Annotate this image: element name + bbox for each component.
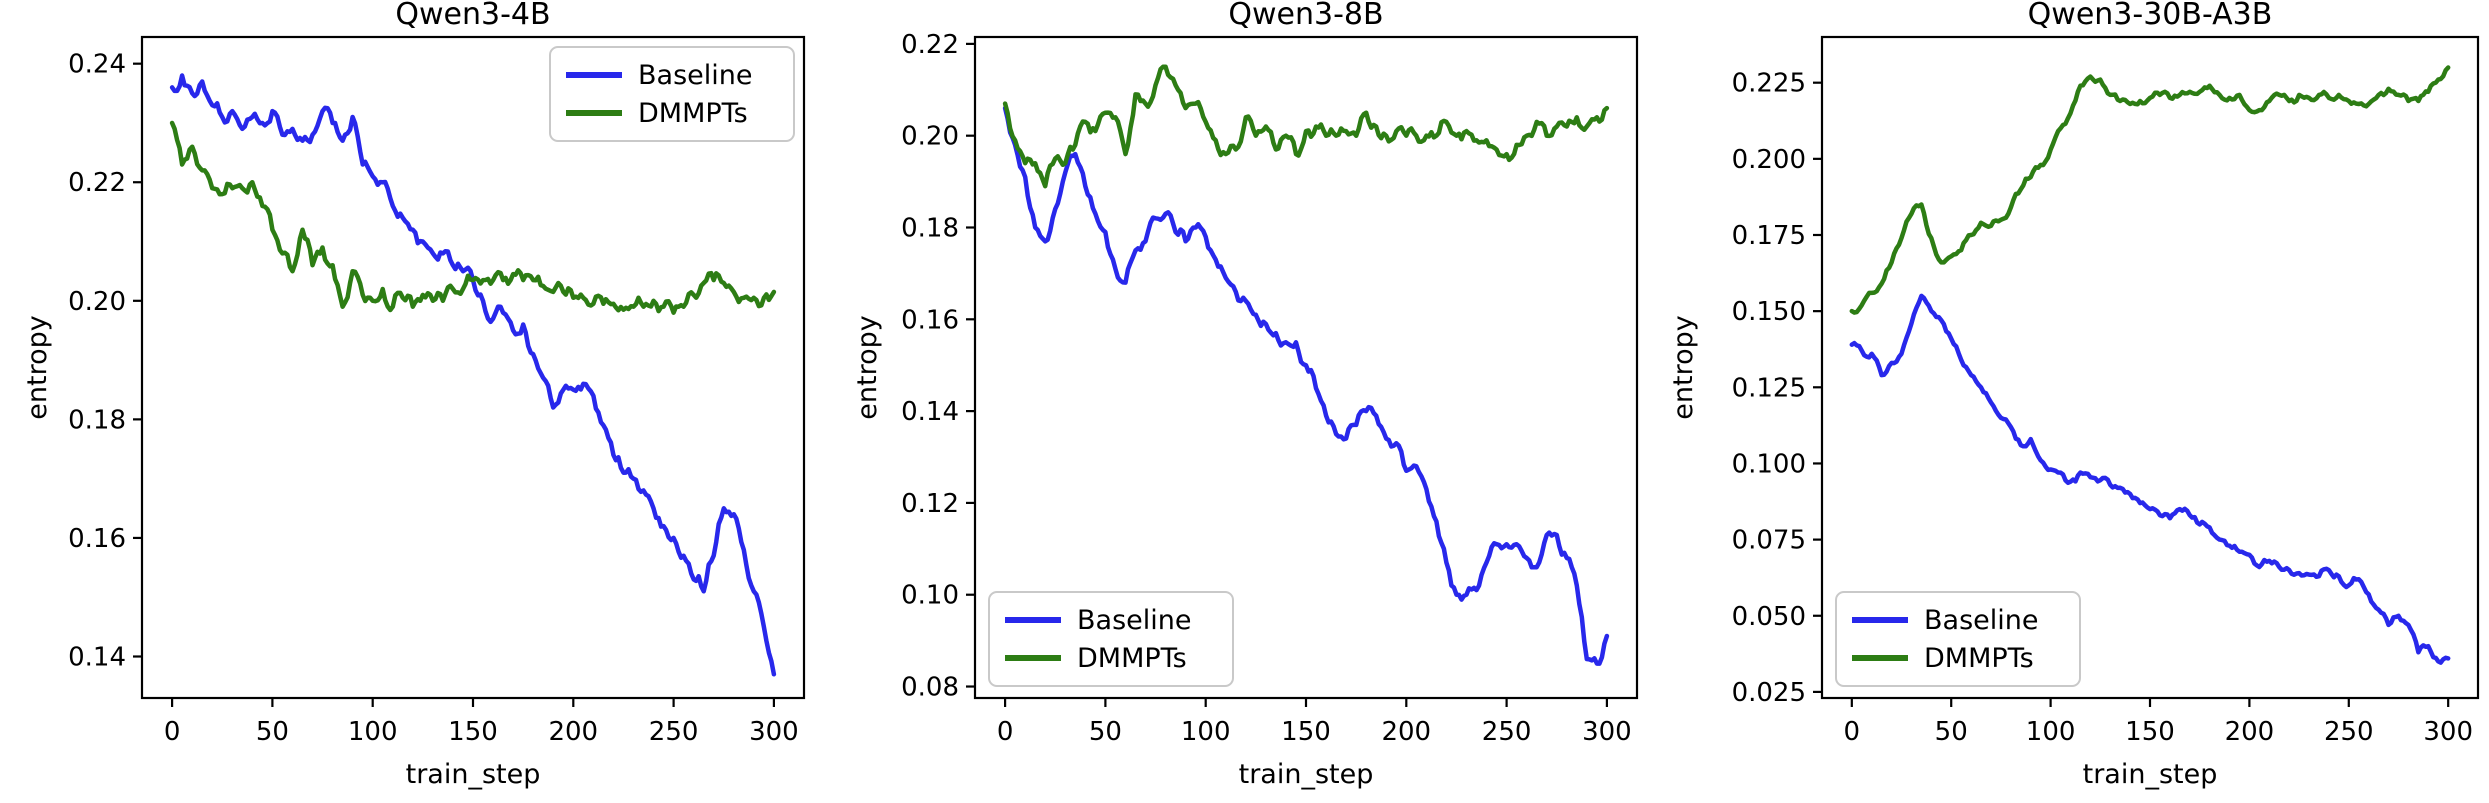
legend-label: Baseline — [1077, 605, 1191, 636]
chart-panel-qwen3-30b-a3b: Qwen3-30B-A3B train_step entropy 0 50 100 1… — [1660, 0, 2489, 803]
legend-label: Baseline — [638, 60, 752, 91]
plot-lines — [1002, 64, 1610, 666]
x-axis-label: train_step — [406, 759, 541, 790]
legend: Baseline DMMPTs — [988, 591, 1234, 687]
plot-lines — [1849, 65, 2451, 665]
plot-lines — [169, 73, 777, 677]
y-axis-label: entropy — [22, 315, 53, 419]
y-tick-label: 0.025 — [1732, 678, 1806, 708]
legend-box — [549, 46, 795, 142]
y-axis-label: entropy — [852, 315, 883, 419]
y-tick-label: 0.16 — [68, 524, 126, 554]
y-tick-label: 0.24 — [68, 50, 126, 80]
x-tick-label: 0 — [997, 717, 1014, 747]
x-tick-label: 300 — [2423, 717, 2473, 747]
x-tick-label: 0 — [164, 717, 181, 747]
x-tick-label: 200 — [548, 717, 598, 747]
legend-label: DMMPTs — [638, 98, 748, 129]
legend-label: DMMPTs — [1924, 643, 2034, 674]
y-tick-label: 0.22 — [68, 168, 126, 198]
chart-panel-qwen3-4b: Qwen3-4B train_step entropy 0 50 100 150 200… — [0, 0, 830, 803]
y-tick-label: 0.20 — [901, 122, 959, 152]
axes-frame: 0 50 100 150 200 250 300 0.08 0.10 0.12 0.14 0.16 0.… — [901, 30, 1639, 747]
x-tick-label: 0 — [1844, 717, 1861, 747]
x-tick-label: 50 — [1935, 717, 1968, 747]
y-tick-label: 0.100 — [1732, 449, 1806, 479]
chart-panel-qwen3-8b: Qwen3-8B train_step entropy 0 50 100 150 200… — [830, 0, 1660, 803]
x-tick-label: 200 — [2225, 717, 2275, 747]
y-tick-label: 0.150 — [1732, 297, 1806, 327]
x-tick-label: 150 — [448, 717, 498, 747]
legend-box — [988, 591, 1234, 687]
y-tick-label: 0.12 — [901, 489, 959, 519]
x-axis-label: train_step — [1239, 759, 1374, 790]
y-tick-label: 0.125 — [1732, 373, 1806, 403]
y-axis-label: entropy — [1668, 315, 1699, 419]
x-axis-label: train_step — [2083, 759, 2218, 790]
legend-label: DMMPTs — [1077, 643, 1187, 674]
chart-svg-qwen3-30b-a3b: Qwen3-30B-A3B train_step entropy 0 50 100 1… — [1668, 0, 2480, 790]
legend-box — [1835, 591, 2081, 687]
legend: Baseline DMMPTs — [549, 46, 795, 142]
y-tick-label: 0.225 — [1732, 69, 1806, 99]
x-tick-label: 300 — [749, 717, 799, 747]
x-tick-label: 100 — [2026, 717, 2076, 747]
chart-svg-qwen3-4b: Qwen3-4B train_step entropy 0 50 100 150 200… — [22, 0, 806, 790]
y-tick-label: 0.14 — [68, 643, 126, 673]
legend-label: Baseline — [1924, 605, 2038, 636]
line-baseline — [1002, 105, 1610, 666]
line-baseline — [169, 73, 777, 677]
x-tick-label: 250 — [2324, 717, 2374, 747]
axes-frame: 0 50 100 150 200 250 300 0.025 0.050 0.075 0.100 0.… — [1732, 35, 2480, 747]
line-baseline — [1849, 293, 2451, 665]
y-tick-label: 0.22 — [901, 30, 959, 60]
x-tick-label: 50 — [256, 717, 289, 747]
x-tick-label: 50 — [1089, 717, 1122, 747]
y-tick-label: 0.175 — [1732, 221, 1806, 251]
x-tick-label: 250 — [1482, 717, 1532, 747]
chart-title: Qwen3-30B-A3B — [2028, 0, 2273, 32]
line-dmmpts — [1002, 64, 1610, 189]
y-tick-label: 0.10 — [901, 581, 959, 611]
chart-title: Qwen3-4B — [395, 0, 550, 32]
y-tick-label: 0.20 — [68, 287, 126, 317]
y-tick-label: 0.200 — [1732, 145, 1806, 175]
y-tick-label: 0.075 — [1732, 526, 1806, 556]
x-tick-label: 300 — [1582, 717, 1632, 747]
chart-svg-qwen3-8b: Qwen3-8B train_step entropy 0 50 100 150 200… — [852, 0, 1639, 790]
line-dmmpts — [1849, 65, 2451, 315]
x-tick-label: 150 — [2125, 717, 2175, 747]
x-tick-label: 250 — [649, 717, 699, 747]
legend: Baseline DMMPTs — [1835, 591, 2081, 687]
line-dmmpts — [169, 120, 777, 315]
y-tick-label: 0.050 — [1732, 602, 1806, 632]
y-tick-label: 0.18 — [901, 213, 959, 243]
x-tick-label: 100 — [1181, 717, 1231, 747]
y-tick-label: 0.18 — [68, 405, 126, 435]
y-tick-label: 0.08 — [901, 673, 959, 703]
chart-title: Qwen3-8B — [1228, 0, 1383, 32]
axes-frame: 0 50 100 150 200 250 300 0.14 0.16 0.18 0.20 0.22 0.… — [68, 35, 806, 747]
x-tick-label: 100 — [348, 717, 398, 747]
x-tick-label: 150 — [1281, 717, 1331, 747]
y-tick-label: 0.16 — [901, 305, 959, 335]
y-tick-label: 0.14 — [901, 397, 959, 427]
x-tick-label: 200 — [1381, 717, 1431, 747]
